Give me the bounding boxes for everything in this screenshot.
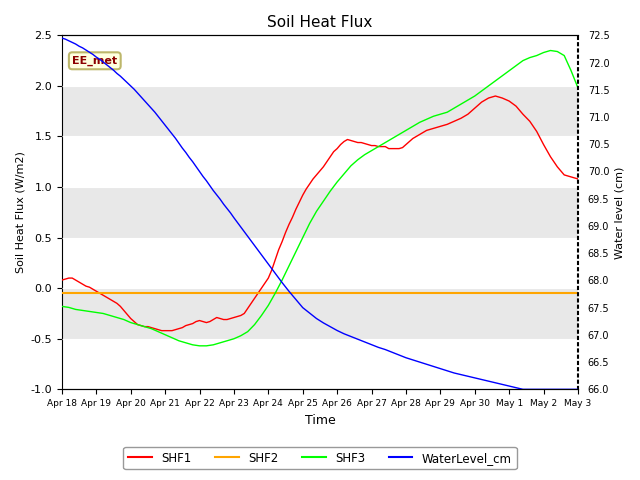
Y-axis label: Water level (cm): Water level (cm)	[615, 166, 625, 259]
Text: EE_met: EE_met	[72, 56, 117, 66]
Title: Soil Heat Flux: Soil Heat Flux	[268, 15, 372, 30]
Bar	[62, 187, 578, 238]
X-axis label: Time: Time	[305, 414, 335, 427]
Y-axis label: Soil Heat Flux (W/m2): Soil Heat Flux (W/m2)	[15, 151, 25, 273]
Bar	[62, 288, 578, 339]
Bar	[62, 86, 578, 136]
Legend: SHF1, SHF2, SHF3, WaterLevel_cm: SHF1, SHF2, SHF3, WaterLevel_cm	[124, 447, 516, 469]
